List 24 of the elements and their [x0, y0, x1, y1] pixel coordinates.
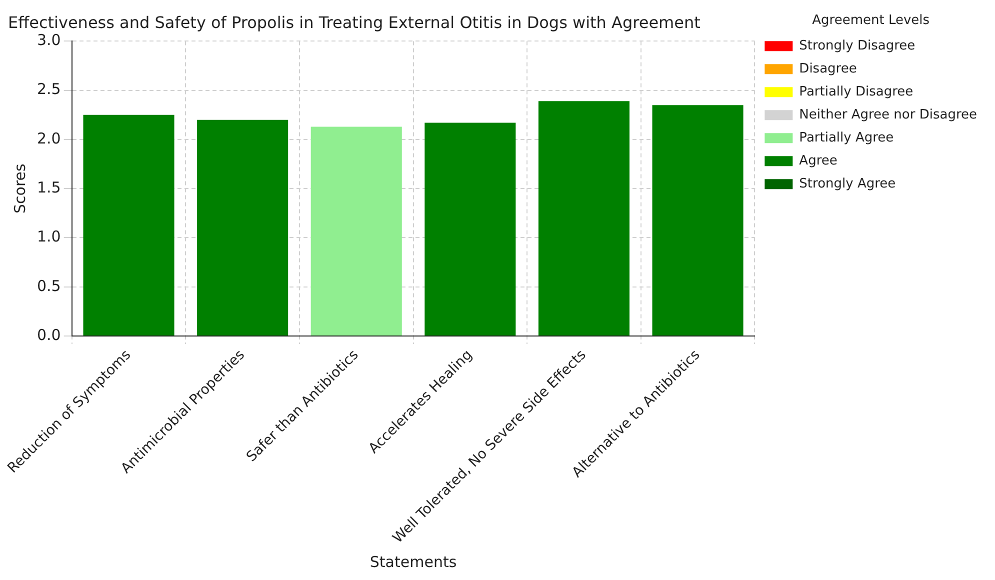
legend-label: Partially Disagree [799, 84, 914, 100]
x-axis-title: Statements [370, 552, 457, 571]
bar [83, 114, 174, 336]
legend-label: Agree [799, 153, 838, 168]
legend-label: Strongly Disagree [799, 38, 916, 54]
y-tick-label: 1.0 [36, 228, 61, 246]
legend-label: Neither Agree nor Disagree [799, 107, 978, 122]
bar [652, 105, 744, 336]
y-tick-label: 0.0 [36, 326, 61, 344]
y-tick-label: 2.0 [36, 129, 61, 148]
y-tick-label: 2.5 [36, 80, 61, 98]
bar [310, 126, 402, 336]
y-tick-label: 1.5 [36, 178, 61, 196]
bar [197, 120, 288, 336]
legend-title: Agreement Levels [812, 12, 930, 28]
bar [538, 101, 630, 336]
y-tick-label: 3.0 [36, 31, 61, 50]
legend-label: Partially Agree [799, 130, 894, 146]
bar [424, 122, 516, 336]
y-axis-title: Scores [10, 164, 29, 214]
y-tick-label: 0.5 [36, 276, 61, 295]
legend-label: Disagree [799, 61, 857, 76]
chart-title: Effectiveness and Safety of Propolis in Treating External Otitis in Dogs with Agreement [8, 12, 700, 32]
legend-label: Strongly Agree [799, 176, 896, 192]
